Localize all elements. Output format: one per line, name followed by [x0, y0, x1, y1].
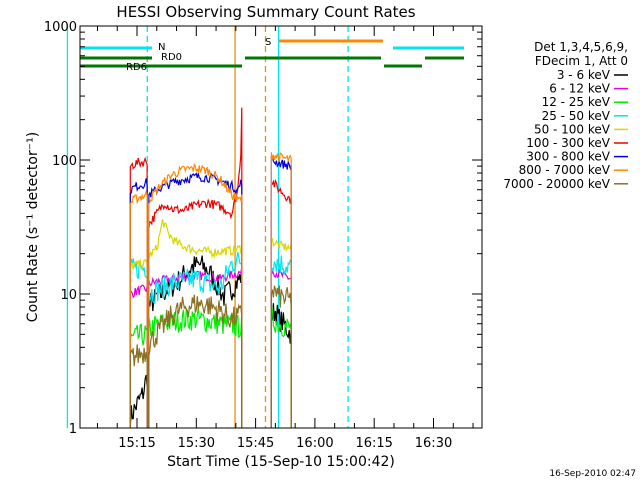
- series-line-5-seg-1: [148, 107, 243, 428]
- series-line-3-seg-0: [129, 258, 148, 429]
- series-line-1-seg-2: [270, 268, 292, 428]
- series-line-8-seg-2: [270, 285, 292, 428]
- series-line-3-seg-2: [270, 255, 292, 428]
- flag-label-n: N: [158, 42, 165, 53]
- legend-label-1: 6 - 12 keV: [549, 82, 611, 96]
- legend-label-7: 800 - 7000 keV: [519, 163, 611, 177]
- series-line-8-seg-1: [148, 294, 243, 428]
- series-line-6-seg-1: [148, 172, 243, 428]
- series-line-2-seg-2: [270, 306, 292, 428]
- series-line-4-seg-1: [148, 219, 243, 428]
- series-line-1-seg-0: [129, 284, 148, 429]
- footer-date: 16-Sep-2010 02:47: [549, 469, 636, 479]
- series-line-6-seg-2: [270, 156, 292, 428]
- x-tick-label-1: 15:30: [178, 436, 215, 451]
- time-markers: [66, 26, 349, 428]
- series-line-7-seg-1: [148, 163, 243, 428]
- y-tick-label-2: 100: [52, 154, 77, 169]
- legend: Det 1,3,4,5,6,9, FDecim 1, Att 0 3 - 6 k…: [503, 40, 628, 191]
- legend-label-5: 100 - 300 keV: [526, 136, 610, 150]
- plot-frame: [79, 25, 483, 429]
- legend-label-0: 3 - 6 keV: [557, 68, 611, 82]
- flag-label-rd6: RD6: [126, 62, 147, 73]
- y-tick-labels: 1 10 100 1000: [44, 20, 77, 437]
- y-tick-label-0: 1: [69, 422, 77, 437]
- legend-header-line-1: Det 1,3,4,5,6,9,: [534, 40, 628, 54]
- chart-title: HESSI Observing Summary Count Rates: [116, 3, 415, 21]
- series-lines: [129, 107, 292, 429]
- axis-ticks: [80, 26, 482, 429]
- x-tick-label-2: 15:45: [237, 436, 274, 451]
- x-tick-label-3: 16:00: [296, 436, 333, 451]
- legend-label-3: 25 - 50 keV: [542, 109, 611, 123]
- series-line-5-seg-0: [129, 156, 148, 429]
- flag-bars: N S RD0 RD6: [80, 37, 464, 73]
- series-line-6-seg-0: [129, 178, 148, 429]
- y-tick-label-1: 10: [60, 288, 77, 303]
- x-tick-label-4: 16:15: [355, 436, 392, 451]
- legend-label-4: 50 - 100 keV: [534, 122, 611, 136]
- series-line-7-seg-2: [270, 151, 292, 428]
- series-line-4-seg-2: [270, 237, 292, 428]
- series-line-5-seg-2: [270, 178, 292, 428]
- series-line-7-seg-0: [129, 190, 148, 429]
- y-tick-label-3: 1000: [44, 20, 77, 35]
- y-axis-label: Count Rate (s⁻¹ detector⁻¹): [25, 132, 41, 322]
- flag-label-rd0: RD0: [161, 52, 182, 63]
- legend-header-line-2: FDecim 1, Att 0: [535, 54, 628, 68]
- series-line-2-seg-0: [129, 323, 148, 429]
- x-tick-labels: 15:15 15:30 15:45 16:00 16:15 16:30: [118, 436, 452, 451]
- legend-label-2: 12 - 25 keV: [542, 95, 611, 109]
- series-line-0-seg-0: [129, 374, 148, 429]
- legend-label-8: 7000 - 20000 keV: [503, 177, 610, 191]
- x-axis-label: Start Time (15-Sep-10 15:00:42): [167, 454, 395, 470]
- series-line-0-seg-2: [270, 303, 292, 428]
- legend-label-6: 300 - 800 keV: [526, 150, 610, 164]
- x-tick-label-5: 16:30: [415, 436, 452, 451]
- x-tick-label-0: 15:15: [118, 436, 155, 451]
- flag-label-s: S: [265, 37, 271, 48]
- series-line-3-seg-1: [148, 251, 243, 428]
- series-line-4-seg-0: [129, 258, 148, 429]
- series-line-8-seg-0: [129, 344, 148, 429]
